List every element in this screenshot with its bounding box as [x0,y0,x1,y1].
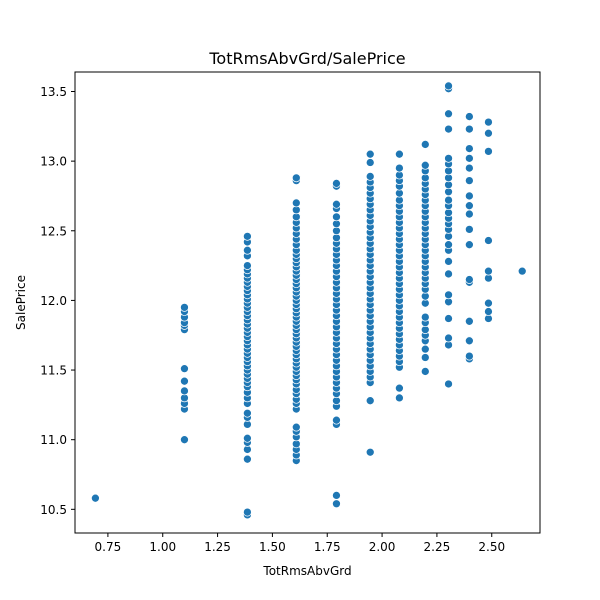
data-point [365,172,375,181]
data-point [420,353,430,362]
data-point [465,191,474,201]
data-point [465,275,474,284]
data-point [332,199,341,209]
x-tick-label: 2.50 [478,540,505,554]
data-point [484,307,493,316]
data-point [465,124,474,134]
y-tick-label: 12.0 [40,294,67,308]
data-point [395,393,404,403]
x-tick-label: 2.00 [369,540,396,554]
data-point [465,176,474,185]
data-point [420,344,430,354]
x-tick-label: 1.75 [314,540,341,554]
x-axis: 0.75 1.00 1.25 1.50 1.75 2.00 2.25 2.50 [95,533,505,554]
data-point [484,298,493,308]
y-tick-label: 13.0 [40,155,67,169]
data-point [420,367,430,376]
x-axis-label: TotRmsAbvGrd [262,564,351,578]
data-point [243,245,252,255]
data-point [91,493,100,503]
data-point [465,240,474,250]
data-point [332,179,341,188]
y-tick-label: 10.5 [40,503,67,517]
data-point [395,149,404,159]
data-point [243,433,252,443]
data-point [444,269,453,279]
data-point [444,195,453,205]
data-point [180,303,189,312]
data-point [465,112,474,121]
x-tick-label: 2.25 [424,540,451,554]
data-point [365,447,375,457]
y-tick-label: 13.5 [40,85,67,99]
data-point [395,383,404,393]
data-point [465,225,474,234]
data-point [444,240,453,250]
x-tick-label: 0.75 [95,540,122,554]
data-point [444,81,453,91]
x-tick-label: 1.25 [204,540,231,554]
data-point [444,290,453,300]
data-point [365,158,375,167]
data-point [484,117,493,127]
data-point [243,507,252,517]
data-point [465,209,474,219]
data-point [180,376,189,386]
data-point [465,144,474,153]
data-point [444,124,453,134]
chart-title: TotRmsAbvGrd/SalePrice [208,49,405,68]
data-point [465,351,474,361]
data-point [444,379,453,389]
data-point [395,163,404,173]
data-point [243,408,252,418]
data-point [420,312,430,322]
y-tick-label: 12.5 [40,224,67,238]
data-point [365,396,375,406]
data-point [180,386,189,396]
data-point [243,261,252,270]
data-point [444,333,453,343]
data-point [484,236,493,245]
data-point [332,491,341,500]
data-point [465,201,474,211]
data-point [365,149,375,159]
data-point [332,499,341,509]
data-point [180,435,189,445]
data-point [332,212,341,222]
data-point [484,147,493,156]
data-point [517,266,527,276]
y-tick-label: 11.0 [40,433,67,447]
data-point [465,163,474,173]
data-point [243,454,252,464]
data-point [484,266,493,276]
points-layer [91,81,527,520]
data-point [291,198,301,208]
data-point [180,364,189,374]
data-point [420,140,430,149]
x-tick-label: 1.00 [149,540,176,554]
data-point [291,173,301,183]
y-axis: 10.5 11.0 11.5 12.0 12.5 13.0 13.5 [40,85,75,517]
data-point [465,154,474,163]
data-point [444,154,453,163]
data-point [332,415,341,425]
plot-frame [74,71,541,534]
data-point [420,160,430,170]
y-tick-label: 11.5 [40,364,67,378]
data-point [444,314,453,323]
data-point [444,109,453,119]
y-axis-label: SalePrice [14,275,28,330]
data-point [465,316,474,326]
data-point [291,422,301,432]
data-point [484,128,493,138]
data-point [243,231,252,241]
x-tick-label: 1.50 [259,540,286,554]
data-point [444,257,453,266]
data-point [465,336,474,346]
